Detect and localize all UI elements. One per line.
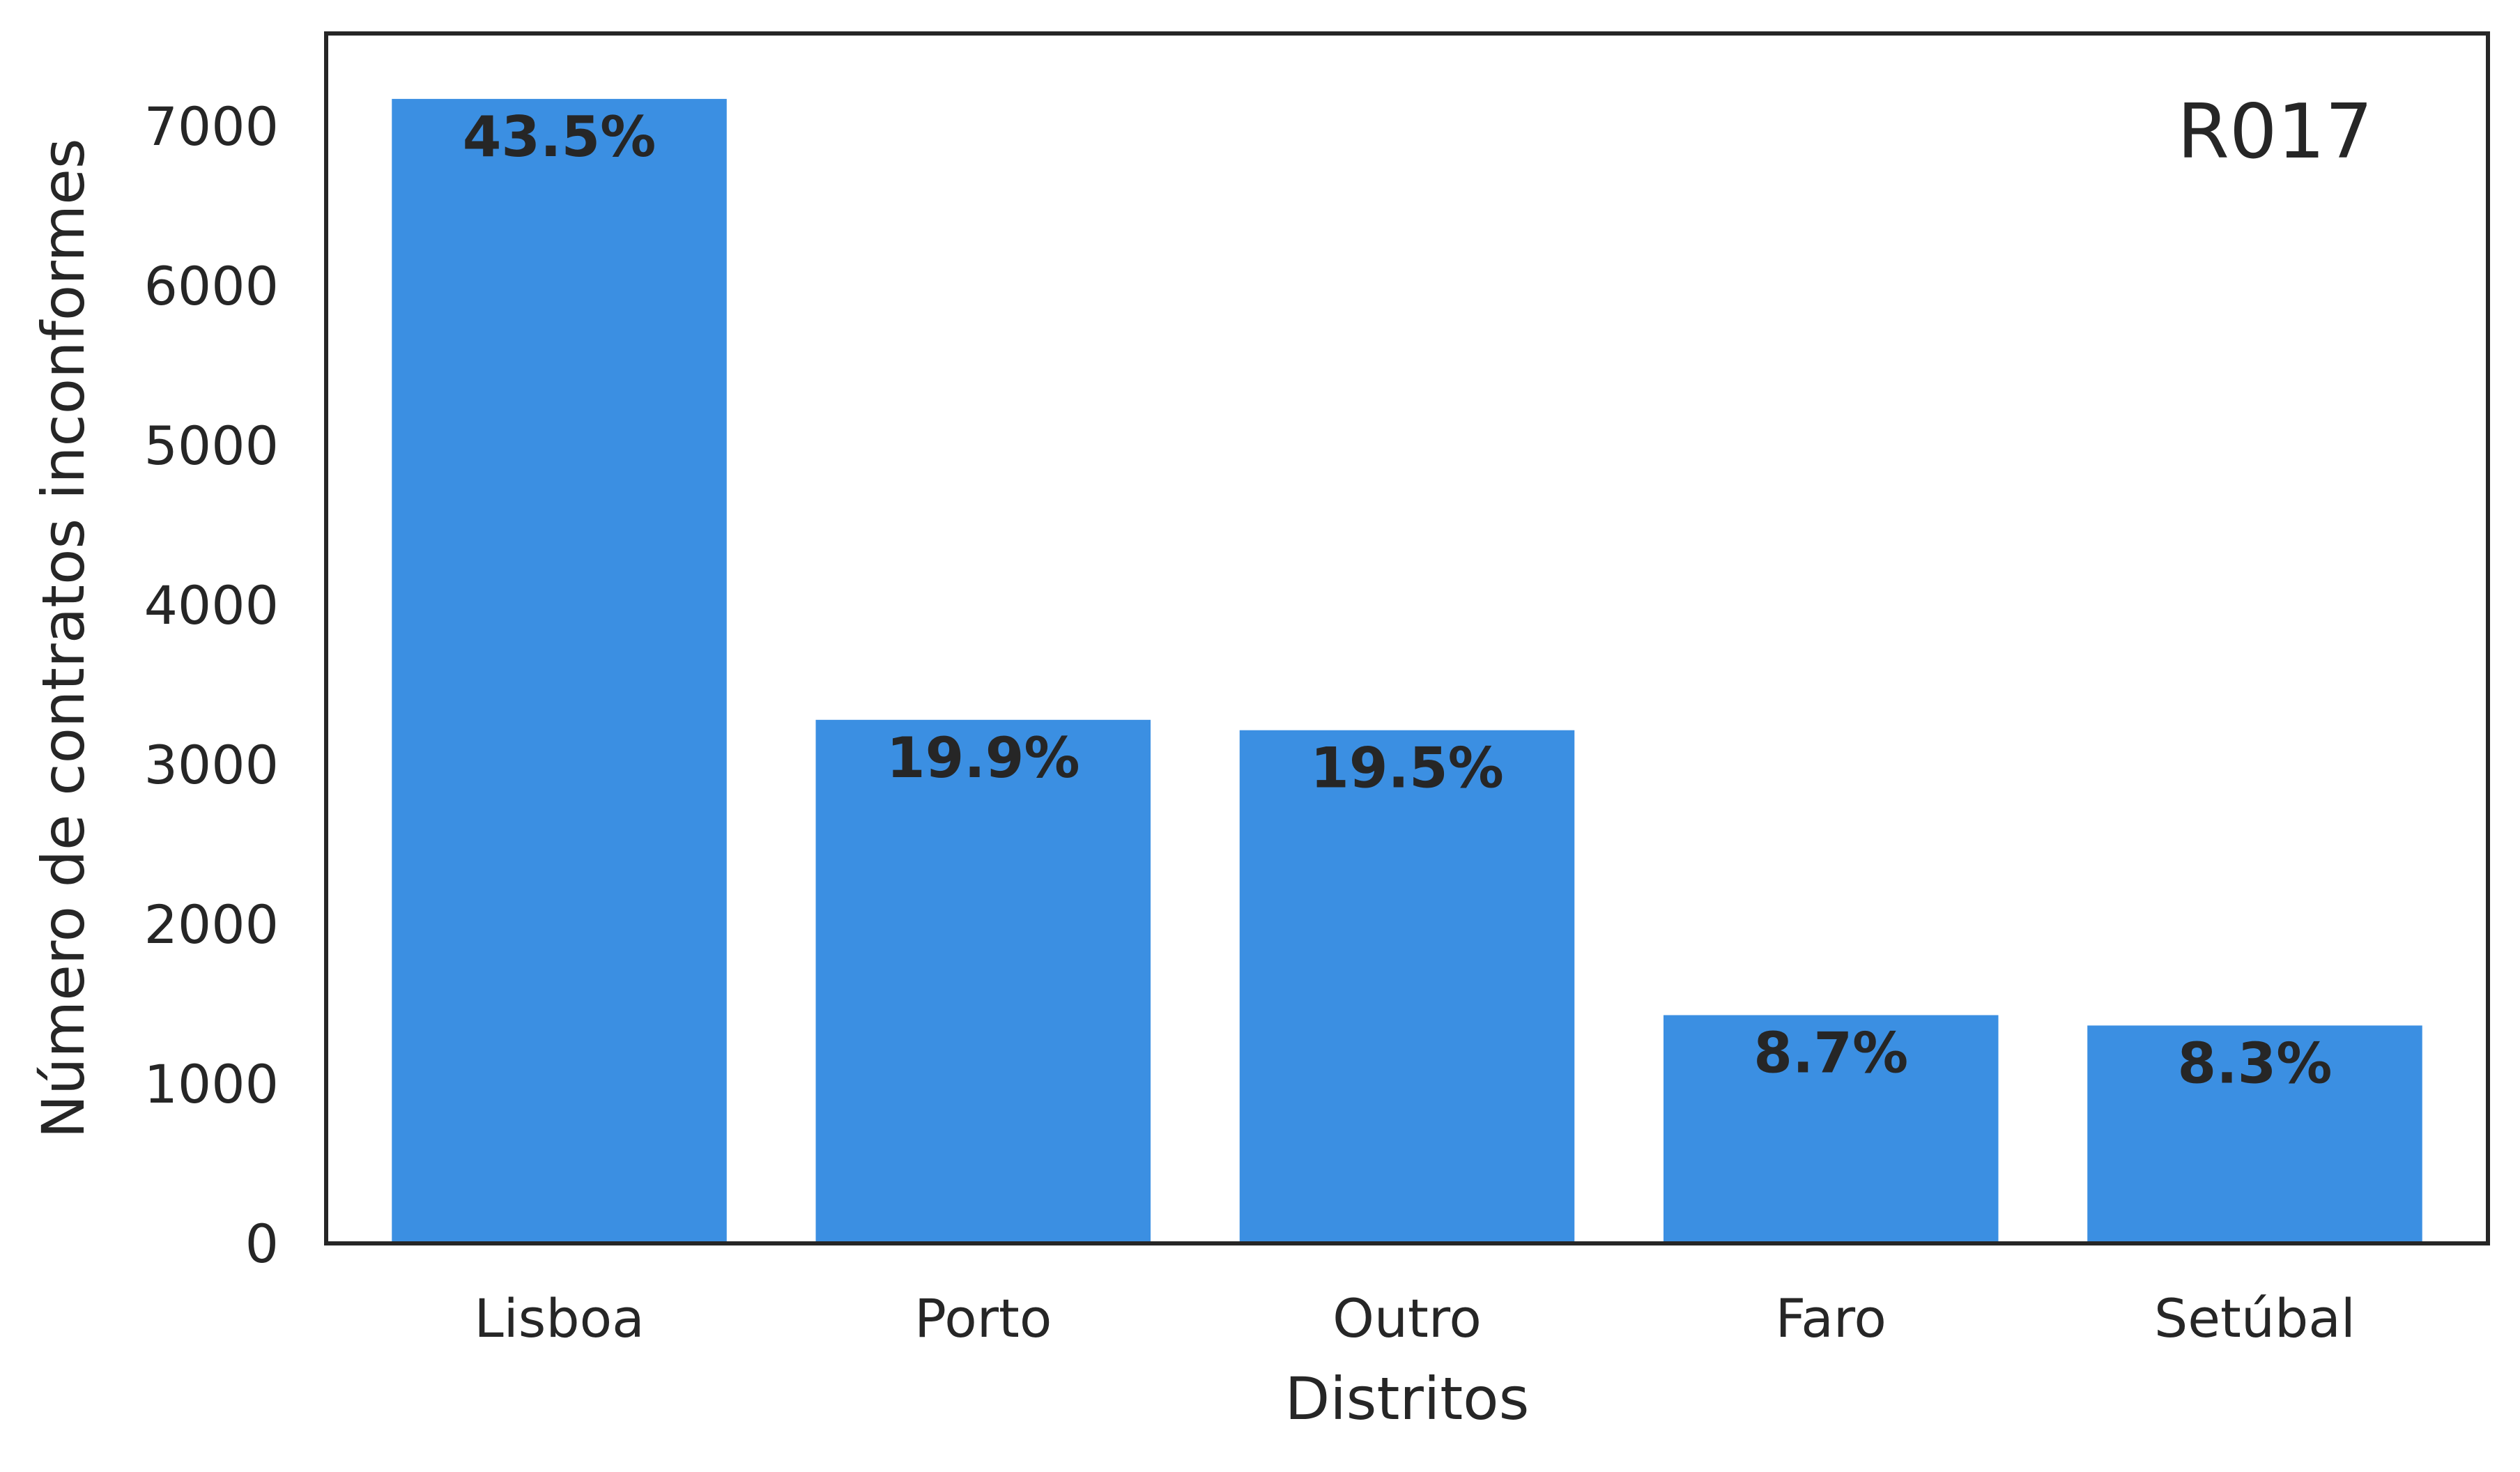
bar-porto — [815, 719, 1151, 1243]
bar-faro — [1663, 1015, 1999, 1243]
data-label: 43.5% — [463, 105, 656, 169]
data-labels: 43.5% 19.9% 19.5% 8.7% 8.3% — [463, 105, 2333, 1096]
y-tick-label: 5000 — [144, 415, 279, 477]
x-axis-ticks: Lisboa Porto Outro Faro Setúbal — [474, 1287, 2356, 1349]
data-label: 19.5% — [1310, 736, 1504, 801]
chart-annotation: R017 — [2177, 89, 2373, 176]
bar-lisboa — [392, 98, 727, 1243]
data-label: 19.9% — [886, 726, 1080, 790]
x-tick-label: Faro — [1776, 1287, 1887, 1349]
x-axis-label: Distritos — [1285, 1365, 1530, 1433]
x-tick-label: Setúbal — [2154, 1287, 2356, 1349]
y-tick-label: 4000 — [144, 574, 279, 636]
bar-outro — [1239, 730, 1575, 1243]
y-tick-label: 7000 — [144, 95, 279, 158]
y-tick-label: 1000 — [144, 1053, 279, 1115]
data-label: 8.3% — [2178, 1031, 2333, 1096]
data-label: 8.7% — [1753, 1020, 1908, 1085]
bar-set-bal — [2087, 1025, 2422, 1243]
x-tick-label: Outro — [1332, 1287, 1482, 1349]
y-tick-label: 2000 — [144, 894, 279, 956]
y-axis-ticks: 0 1000 2000 3000 4000 5000 6000 7000 — [144, 95, 279, 1275]
y-tick-label: 0 — [245, 1213, 279, 1275]
y-tick-label: 6000 — [144, 255, 279, 317]
y-axis-label: Número de contratos inconformes — [29, 138, 98, 1138]
plot-frame — [324, 31, 2490, 1245]
x-tick-label: Lisboa — [474, 1287, 644, 1349]
y-tick-label: 3000 — [144, 734, 279, 796]
bars-layer — [392, 98, 2422, 1243]
x-tick-label: Porto — [914, 1287, 1052, 1349]
